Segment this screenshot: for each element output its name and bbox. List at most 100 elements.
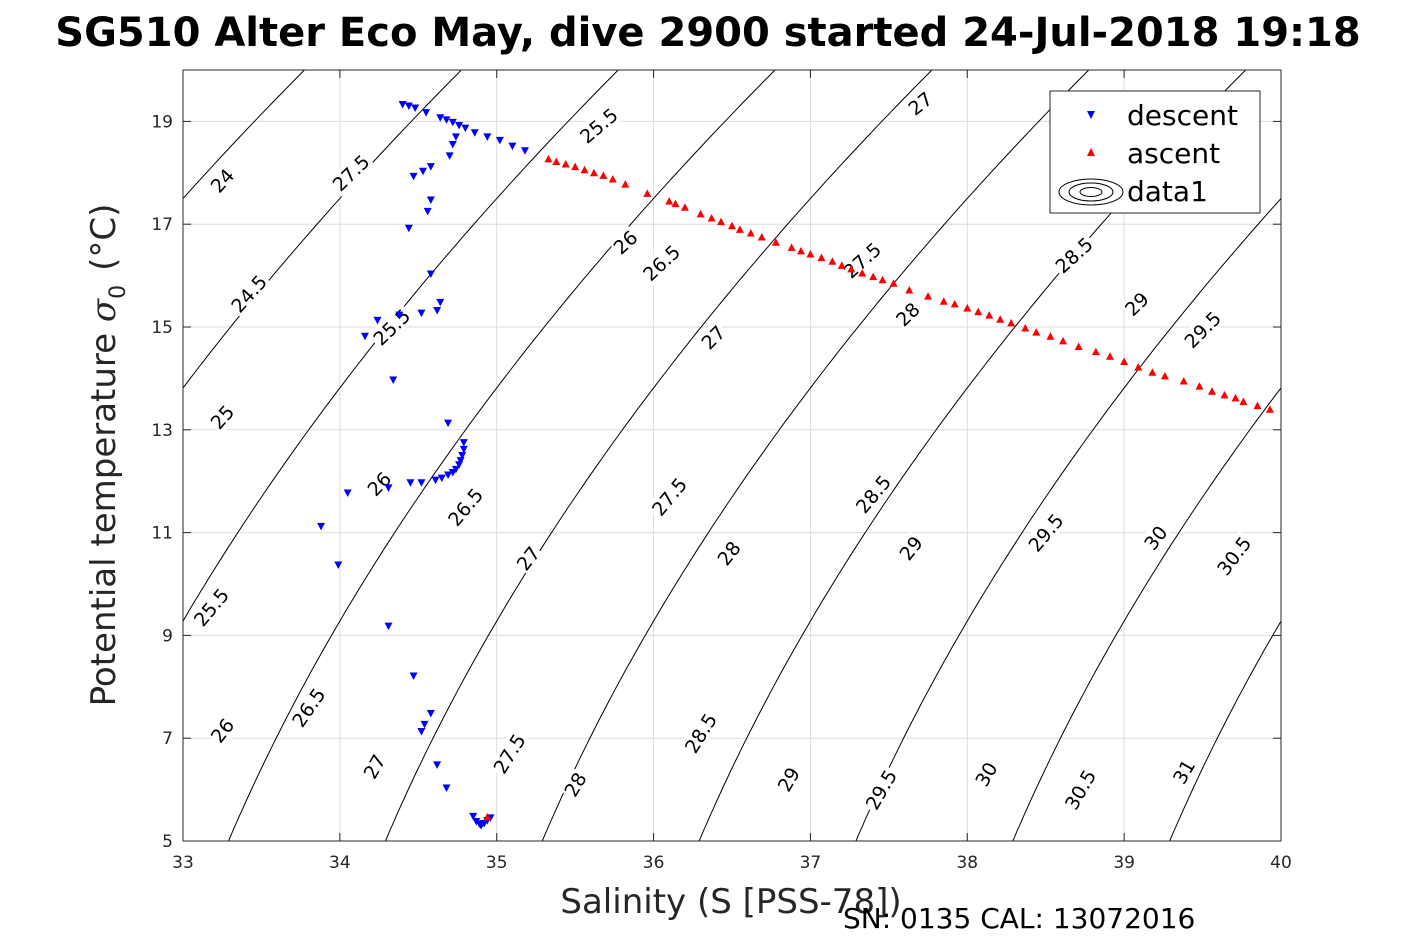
ascent-point xyxy=(1074,342,1083,351)
ascent-point xyxy=(552,157,561,165)
contour-label-bg xyxy=(188,582,235,632)
ascent-point xyxy=(571,162,580,171)
y-axis-ticks: 5 7 9 11 13 15 17 19 xyxy=(151,112,1281,852)
ascent-point xyxy=(996,315,1005,323)
ascent-point xyxy=(599,171,608,179)
contour-label: 30 xyxy=(971,759,1002,791)
descent-point xyxy=(451,133,460,141)
descent-point xyxy=(442,116,451,124)
contour-label-bg xyxy=(1167,754,1200,789)
contour-label-bg xyxy=(646,471,693,522)
density-contour-line xyxy=(0,44,17,918)
ascent-point xyxy=(1007,318,1016,327)
ascent-point xyxy=(1239,397,1248,406)
contour-label-bg xyxy=(225,269,273,319)
contour-label-bg xyxy=(890,297,925,332)
density-contour-line xyxy=(1296,44,1417,918)
ascent-point xyxy=(561,160,570,168)
descent-point xyxy=(426,163,435,171)
contour-label: 28 xyxy=(714,537,746,570)
contour-label: 29 xyxy=(895,532,927,565)
ascent-point xyxy=(707,214,716,222)
contour-label-bg xyxy=(696,320,731,355)
descent-point xyxy=(404,102,413,110)
ascent-point xyxy=(621,180,630,188)
x-tick-label: 35 xyxy=(486,853,508,873)
contour-label-bg xyxy=(1211,530,1257,581)
x-tick-label: 40 xyxy=(1270,853,1292,873)
ascent-point xyxy=(1148,368,1157,376)
contour-label: 29 xyxy=(774,764,805,796)
descent-point xyxy=(360,332,369,341)
descent-point xyxy=(448,468,457,477)
ascent-point xyxy=(905,285,914,294)
ascent-point xyxy=(746,228,755,237)
ascent-point xyxy=(950,299,959,308)
legend-contour-icon xyxy=(1058,178,1124,206)
ascent-point xyxy=(1231,393,1240,402)
ascent-point xyxy=(1207,387,1216,395)
contour-label-bg xyxy=(1178,305,1227,354)
y-tick-label: 17 xyxy=(151,215,173,235)
contour-label: 29 xyxy=(1121,288,1154,321)
legend-ascent-label: ascent xyxy=(1127,137,1220,170)
legend-data1-label: data1 xyxy=(1127,175,1208,208)
descent-point xyxy=(459,439,468,447)
descent-point xyxy=(384,622,393,631)
descent-point xyxy=(455,122,464,130)
chart-title: SG510 Alter Eco May, dive 2900 started 2… xyxy=(55,10,1360,56)
density-contour-line xyxy=(1169,620,1281,841)
ascent-point xyxy=(1021,324,1030,332)
ascent-point xyxy=(1195,382,1204,390)
descent-point xyxy=(448,118,457,127)
x-tick-label: 36 xyxy=(643,853,665,873)
ascent-point xyxy=(1058,336,1067,345)
contour-label-bg xyxy=(358,749,391,784)
descent-point xyxy=(417,479,426,487)
descent-point xyxy=(433,307,442,315)
density-contour-line xyxy=(384,70,933,841)
density-contour-line xyxy=(183,70,619,623)
contour-label-bg xyxy=(1049,231,1099,279)
descent-point xyxy=(411,104,420,113)
ascent-point xyxy=(728,221,736,230)
contour-label-bg xyxy=(286,682,331,733)
ascent-point xyxy=(671,199,680,208)
descent-point xyxy=(384,484,393,492)
y-tick-label: 19 xyxy=(151,112,173,132)
ascent-point xyxy=(869,272,878,281)
descent-point xyxy=(395,311,404,320)
y-tick-label: 7 xyxy=(162,729,173,749)
contour-label-bg xyxy=(859,764,903,816)
ascent-point xyxy=(974,307,983,316)
ascent-point xyxy=(1091,347,1100,356)
descent-point xyxy=(444,471,453,480)
ascent-point xyxy=(787,243,796,251)
descent-point xyxy=(418,167,427,176)
descent-point xyxy=(483,133,492,141)
density-contour-line xyxy=(228,70,776,841)
descent-point xyxy=(508,142,517,151)
descent-point xyxy=(343,489,352,498)
ascent-point xyxy=(817,253,826,262)
y-axis-label-symbol: σ xyxy=(84,298,124,322)
contour-label: 26 xyxy=(207,715,239,748)
descent-point xyxy=(389,376,398,384)
ascent-point xyxy=(939,297,948,305)
contour-label: 27 xyxy=(513,543,545,576)
footer-serial-calibration: SN: 0135 CAL: 13072016 xyxy=(843,902,1195,935)
y-tick-label: 13 xyxy=(151,421,173,441)
descent-point xyxy=(437,474,446,483)
descent-point xyxy=(409,672,418,681)
contour-label-bg xyxy=(849,469,897,519)
descent-point xyxy=(436,114,445,122)
legend-ascent-marker xyxy=(1087,148,1095,156)
y-axis-label-subscript: 0 xyxy=(106,285,131,299)
ascent-point xyxy=(1046,332,1055,340)
descent-point xyxy=(334,561,343,569)
ascent-point xyxy=(889,279,898,287)
contour-label-bg xyxy=(367,303,416,351)
contour-label-bg xyxy=(772,762,805,797)
ascent-point xyxy=(1179,376,1188,385)
